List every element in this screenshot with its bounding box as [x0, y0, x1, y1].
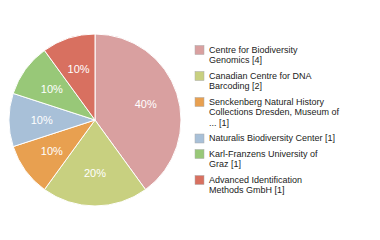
data-label: 10% [41, 145, 63, 157]
legend-label: Canadian Centre for DNABarcoding [2] [209, 71, 312, 92]
legend-item: Naturalis Biodiversity Center [1] [195, 133, 335, 143]
legend: Centre for BiodiversityGenomics [4] Canad… [195, 45, 340, 196]
pie [9, 34, 181, 206]
legend-swatch [195, 98, 204, 107]
data-labels: 40% 20% 10% 10% 10% 10% [31, 63, 157, 179]
legend-label: Centre for BiodiversityGenomics [4] [209, 45, 298, 66]
data-label: 10% [41, 83, 63, 95]
legend-swatch [195, 150, 204, 159]
legend-label: Advanced IdentificationMethods GmbH [1] [209, 175, 302, 196]
data-label: 10% [31, 114, 53, 126]
legend-swatch [195, 134, 204, 143]
legend-item: Canadian Centre for DNABarcoding [2] [195, 71, 312, 92]
legend-item: Karl-Franzens University ofGraz [1] [195, 149, 318, 170]
legend-label: Senckenberg Natural HistoryCollections D… [209, 97, 340, 128]
data-label: 40% [135, 98, 157, 110]
legend-swatch [195, 72, 204, 81]
legend-item: Advanced IdentificationMethods GmbH [1] [195, 175, 302, 196]
data-label: 20% [84, 167, 106, 179]
legend-swatch [195, 176, 204, 185]
legend-item: Senckenberg Natural HistoryCollections D… [195, 97, 340, 128]
legend-item: Centre for BiodiversityGenomics [4] [195, 45, 298, 66]
legend-label: Naturalis Biodiversity Center [1] [209, 133, 335, 143]
data-label: 10% [68, 63, 90, 75]
pie-slice [44, 34, 95, 120]
chart: 40% 20% 10% 10% 10% 10% Centre for Biodiversit… [0, 0, 380, 240]
legend-label: Karl-Franzens University ofGraz [1] [209, 149, 318, 170]
legend-swatch [195, 46, 204, 55]
